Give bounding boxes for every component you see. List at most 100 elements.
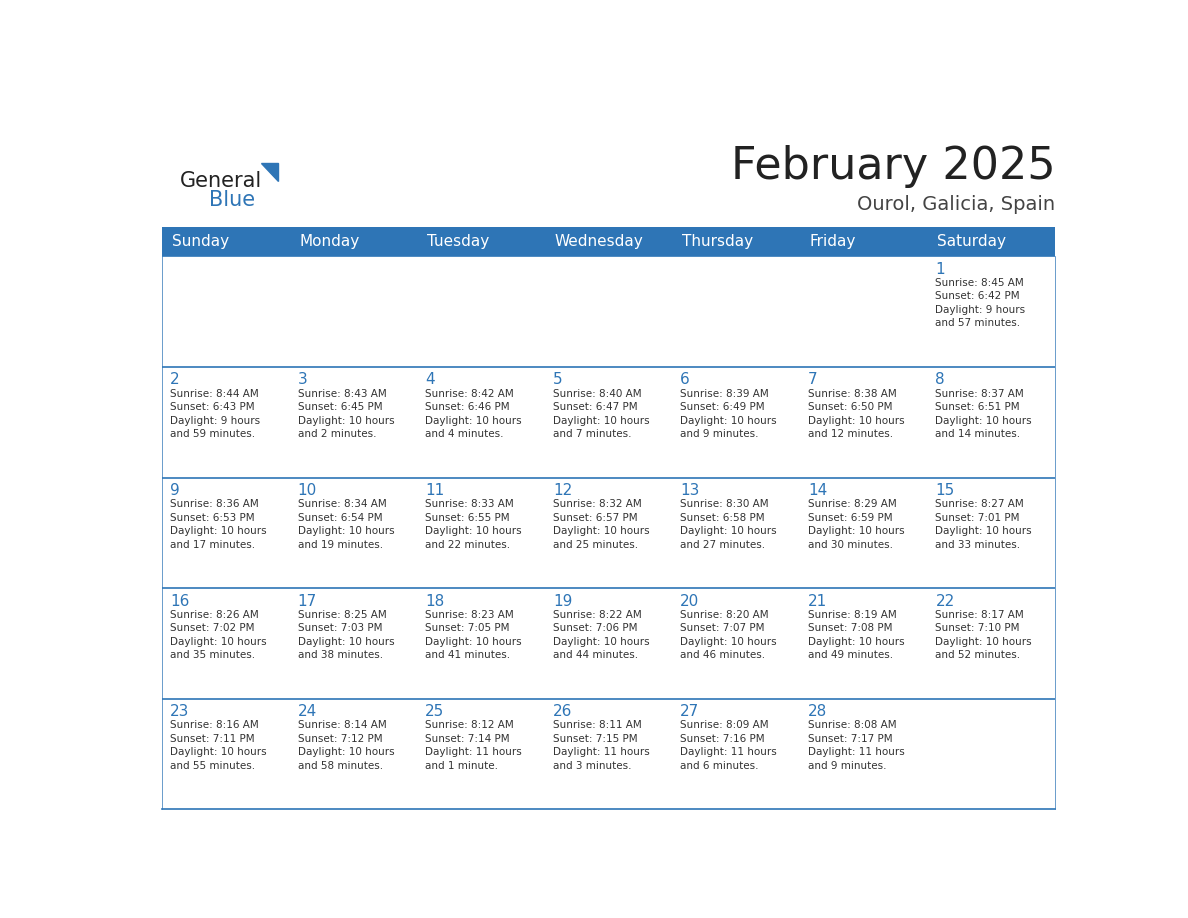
Bar — [545, 367, 672, 477]
Text: Tuesday: Tuesday — [426, 234, 489, 250]
Text: Saturday: Saturday — [937, 234, 1006, 250]
Bar — [928, 699, 1055, 810]
Text: Sunset: 7:02 PM: Sunset: 7:02 PM — [170, 623, 254, 633]
Text: Daylight: 10 hours: Daylight: 10 hours — [935, 526, 1032, 536]
Text: and 12 minutes.: and 12 minutes. — [808, 429, 893, 439]
Bar — [545, 588, 672, 699]
Text: 13: 13 — [681, 483, 700, 498]
Text: Daylight: 10 hours: Daylight: 10 hours — [170, 637, 267, 646]
Text: 14: 14 — [808, 483, 827, 498]
Bar — [928, 367, 1055, 477]
Bar — [290, 367, 417, 477]
Text: Sunrise: 8:26 AM: Sunrise: 8:26 AM — [170, 610, 259, 620]
Text: Sunrise: 8:09 AM: Sunrise: 8:09 AM — [681, 721, 769, 731]
Text: Sunset: 6:59 PM: Sunset: 6:59 PM — [808, 512, 892, 522]
Text: Daylight: 10 hours: Daylight: 10 hours — [808, 637, 904, 646]
Text: 6: 6 — [681, 373, 690, 387]
Bar — [672, 256, 801, 367]
Text: Sunset: 7:08 PM: Sunset: 7:08 PM — [808, 623, 892, 633]
Text: Sunset: 6:58 PM: Sunset: 6:58 PM — [681, 512, 765, 522]
Text: Sunday: Sunday — [172, 234, 229, 250]
Bar — [545, 477, 672, 588]
Text: 20: 20 — [681, 594, 700, 609]
Bar — [672, 367, 801, 477]
Text: Daylight: 10 hours: Daylight: 10 hours — [808, 526, 904, 536]
Text: Sunrise: 8:12 AM: Sunrise: 8:12 AM — [425, 721, 514, 731]
Text: Wednesday: Wednesday — [555, 234, 643, 250]
Bar — [801, 699, 928, 810]
Text: and 57 minutes.: and 57 minutes. — [935, 319, 1020, 329]
Text: Daylight: 10 hours: Daylight: 10 hours — [681, 526, 777, 536]
Text: Daylight: 11 hours: Daylight: 11 hours — [552, 747, 650, 757]
Text: Sunrise: 8:36 AM: Sunrise: 8:36 AM — [170, 499, 259, 509]
Text: Sunrise: 8:29 AM: Sunrise: 8:29 AM — [808, 499, 897, 509]
Text: Sunrise: 8:37 AM: Sunrise: 8:37 AM — [935, 388, 1024, 398]
Text: Sunset: 7:07 PM: Sunset: 7:07 PM — [681, 623, 765, 633]
Bar — [801, 588, 928, 699]
Text: Sunrise: 8:20 AM: Sunrise: 8:20 AM — [681, 610, 769, 620]
Text: Sunset: 7:16 PM: Sunset: 7:16 PM — [681, 733, 765, 744]
Text: 5: 5 — [552, 373, 562, 387]
Text: Sunrise: 8:44 AM: Sunrise: 8:44 AM — [170, 388, 259, 398]
Text: Sunrise: 8:34 AM: Sunrise: 8:34 AM — [298, 499, 386, 509]
Text: 23: 23 — [170, 704, 190, 719]
Text: Sunrise: 8:14 AM: Sunrise: 8:14 AM — [298, 721, 386, 731]
Text: 24: 24 — [298, 704, 317, 719]
Text: General: General — [179, 171, 261, 191]
Bar — [417, 699, 545, 810]
Text: Sunrise: 8:43 AM: Sunrise: 8:43 AM — [298, 388, 386, 398]
Text: 3: 3 — [298, 373, 308, 387]
Text: and 46 minutes.: and 46 minutes. — [681, 650, 765, 660]
Text: Thursday: Thursday — [682, 234, 753, 250]
Text: Sunset: 6:53 PM: Sunset: 6:53 PM — [170, 512, 254, 522]
Text: Sunset: 6:42 PM: Sunset: 6:42 PM — [935, 292, 1020, 301]
Text: Sunset: 6:49 PM: Sunset: 6:49 PM — [681, 402, 765, 412]
Text: Blue: Blue — [209, 190, 255, 210]
Text: and 6 minutes.: and 6 minutes. — [681, 761, 759, 771]
Bar — [928, 256, 1055, 367]
Text: Sunset: 7:17 PM: Sunset: 7:17 PM — [808, 733, 892, 744]
Text: Sunset: 7:06 PM: Sunset: 7:06 PM — [552, 623, 637, 633]
Text: Sunrise: 8:32 AM: Sunrise: 8:32 AM — [552, 499, 642, 509]
Text: Daylight: 10 hours: Daylight: 10 hours — [425, 416, 522, 426]
Text: Daylight: 10 hours: Daylight: 10 hours — [425, 637, 522, 646]
Bar — [163, 588, 290, 699]
Text: and 38 minutes.: and 38 minutes. — [298, 650, 383, 660]
Text: Monday: Monday — [299, 234, 360, 250]
Text: and 55 minutes.: and 55 minutes. — [170, 761, 255, 771]
Bar — [290, 699, 417, 810]
Text: Sunrise: 8:25 AM: Sunrise: 8:25 AM — [298, 610, 386, 620]
Text: Sunrise: 8:17 AM: Sunrise: 8:17 AM — [935, 610, 1024, 620]
Text: and 4 minutes.: and 4 minutes. — [425, 429, 504, 439]
Text: Sunset: 7:14 PM: Sunset: 7:14 PM — [425, 733, 510, 744]
Text: 17: 17 — [298, 594, 317, 609]
Text: and 14 minutes.: and 14 minutes. — [935, 429, 1020, 439]
Text: and 2 minutes.: and 2 minutes. — [298, 429, 377, 439]
Text: Daylight: 10 hours: Daylight: 10 hours — [552, 416, 650, 426]
Bar — [928, 588, 1055, 699]
Text: Sunset: 6:50 PM: Sunset: 6:50 PM — [808, 402, 892, 412]
Bar — [801, 477, 928, 588]
Text: and 25 minutes.: and 25 minutes. — [552, 540, 638, 550]
Text: Sunset: 6:55 PM: Sunset: 6:55 PM — [425, 512, 510, 522]
Bar — [417, 367, 545, 477]
Text: Sunset: 7:11 PM: Sunset: 7:11 PM — [170, 733, 254, 744]
Text: Sunrise: 8:33 AM: Sunrise: 8:33 AM — [425, 499, 514, 509]
Text: and 33 minutes.: and 33 minutes. — [935, 540, 1020, 550]
Text: 21: 21 — [808, 594, 827, 609]
Text: Sunrise: 8:19 AM: Sunrise: 8:19 AM — [808, 610, 897, 620]
Text: Sunset: 7:03 PM: Sunset: 7:03 PM — [298, 623, 383, 633]
Text: and 52 minutes.: and 52 minutes. — [935, 650, 1020, 660]
Text: Daylight: 11 hours: Daylight: 11 hours — [808, 747, 905, 757]
Text: Sunset: 7:15 PM: Sunset: 7:15 PM — [552, 733, 638, 744]
Text: Sunset: 7:01 PM: Sunset: 7:01 PM — [935, 512, 1020, 522]
Text: 7: 7 — [808, 373, 817, 387]
Text: Sunset: 6:47 PM: Sunset: 6:47 PM — [552, 402, 638, 412]
Text: Daylight: 10 hours: Daylight: 10 hours — [681, 637, 777, 646]
Bar — [163, 367, 290, 477]
Text: and 41 minutes.: and 41 minutes. — [425, 650, 511, 660]
Text: 4: 4 — [425, 373, 435, 387]
Text: 9: 9 — [170, 483, 179, 498]
Text: Daylight: 10 hours: Daylight: 10 hours — [552, 637, 650, 646]
Text: Daylight: 10 hours: Daylight: 10 hours — [298, 747, 394, 757]
